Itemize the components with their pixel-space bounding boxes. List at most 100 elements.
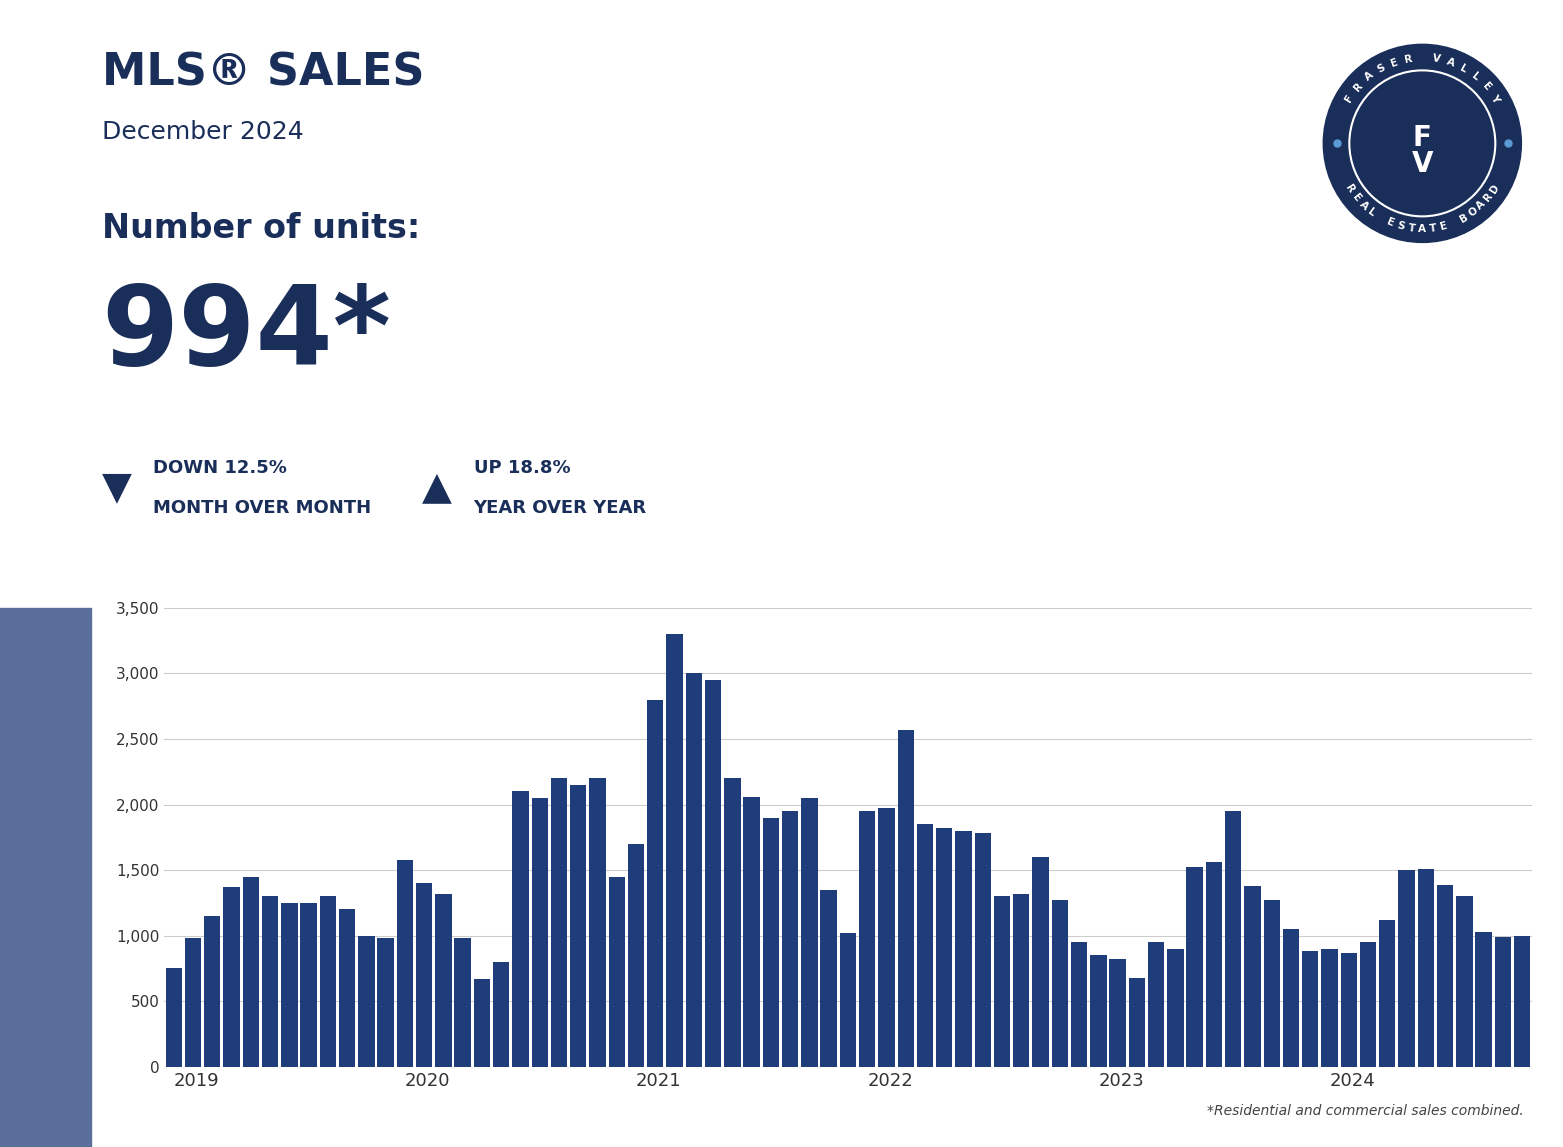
Text: MONTH OVER MONTH: MONTH OVER MONTH — [153, 499, 372, 517]
Bar — [1515, 936, 1530, 1067]
Text: L: L — [1366, 206, 1377, 218]
Bar — [1457, 896, 1472, 1067]
Text: UP 18.8%: UP 18.8% — [474, 459, 570, 477]
Bar — [839, 933, 857, 1067]
Bar — [705, 680, 721, 1067]
Bar — [782, 811, 799, 1067]
Bar — [936, 828, 952, 1067]
Bar — [224, 887, 239, 1067]
Text: DOWN 12.5%: DOWN 12.5% — [153, 459, 288, 477]
Text: T: T — [1407, 223, 1416, 234]
Bar — [320, 896, 336, 1067]
Bar — [821, 890, 836, 1067]
Text: E: E — [1350, 192, 1363, 203]
Bar — [397, 859, 413, 1067]
Bar — [435, 894, 452, 1067]
Bar — [1379, 920, 1396, 1067]
Bar — [377, 938, 394, 1067]
Bar — [1399, 871, 1415, 1067]
Bar — [955, 830, 972, 1067]
Text: R: R — [1352, 80, 1364, 93]
Bar — [242, 876, 259, 1067]
Text: December 2024: December 2024 — [102, 120, 303, 145]
Bar — [1089, 955, 1107, 1067]
Bar — [647, 700, 663, 1067]
Text: E: E — [1385, 217, 1396, 228]
Bar — [860, 811, 875, 1067]
Text: V: V — [1432, 54, 1441, 64]
Bar — [416, 883, 433, 1067]
Bar — [608, 876, 625, 1067]
Bar — [628, 844, 644, 1067]
Text: V: V — [1411, 150, 1433, 178]
Circle shape — [1324, 45, 1521, 242]
Text: A: A — [1418, 224, 1427, 234]
Bar — [1147, 942, 1164, 1067]
Bar — [1341, 953, 1357, 1067]
Text: F: F — [1413, 124, 1432, 153]
Text: B: B — [1458, 212, 1469, 225]
Bar — [550, 779, 567, 1067]
Bar — [570, 785, 586, 1067]
Bar — [975, 834, 991, 1067]
Text: R: R — [1482, 192, 1494, 204]
Bar — [1244, 885, 1261, 1067]
Bar — [1494, 937, 1511, 1067]
Text: E: E — [1480, 80, 1493, 93]
Bar — [455, 938, 470, 1067]
Bar — [994, 896, 1010, 1067]
Bar — [531, 798, 549, 1067]
Bar — [878, 809, 894, 1067]
Text: T: T — [1429, 223, 1438, 234]
Text: F: F — [1344, 93, 1357, 103]
Bar — [1186, 867, 1204, 1067]
Text: A: A — [1357, 200, 1369, 212]
Bar — [1302, 951, 1319, 1067]
Bar — [1071, 942, 1088, 1067]
Bar — [1475, 931, 1491, 1067]
Bar — [358, 936, 375, 1067]
Bar — [281, 903, 297, 1067]
Text: E: E — [1440, 220, 1449, 232]
Bar — [1263, 900, 1280, 1067]
Text: MLS® SALES: MLS® SALES — [102, 52, 424, 94]
Bar — [897, 729, 914, 1067]
Bar — [1225, 811, 1241, 1067]
Text: R: R — [1344, 182, 1357, 195]
Bar — [666, 634, 683, 1067]
Bar — [1321, 949, 1338, 1067]
Text: S: S — [1396, 220, 1405, 232]
Text: Y: Y — [1488, 92, 1500, 104]
Bar — [1033, 857, 1049, 1067]
Bar — [917, 825, 933, 1067]
Bar — [1205, 863, 1222, 1067]
Circle shape — [1318, 39, 1527, 248]
Bar — [1283, 929, 1299, 1067]
Text: L: L — [1458, 63, 1469, 75]
Bar — [339, 910, 355, 1067]
Text: S: S — [1375, 62, 1386, 75]
Text: E: E — [1390, 57, 1399, 69]
Bar — [1360, 942, 1375, 1067]
Text: 994*: 994* — [102, 281, 391, 388]
Bar — [1052, 900, 1068, 1067]
Bar — [166, 968, 181, 1067]
Text: L: L — [1471, 71, 1482, 83]
Bar — [1110, 959, 1125, 1067]
Bar — [763, 818, 778, 1067]
Text: ▲: ▲ — [422, 468, 452, 507]
Text: Number of units:: Number of units: — [102, 212, 420, 245]
Text: YEAR OVER YEAR: YEAR OVER YEAR — [474, 499, 647, 517]
Bar — [474, 978, 491, 1067]
Bar — [184, 938, 202, 1067]
Text: ▼: ▼ — [102, 468, 131, 507]
Text: O: O — [1466, 205, 1479, 219]
Text: A: A — [1475, 200, 1488, 212]
Bar — [300, 903, 317, 1067]
Text: *Residential and commercial sales combined.: *Residential and commercial sales combin… — [1207, 1105, 1524, 1118]
Bar — [724, 779, 741, 1067]
Bar — [1013, 894, 1030, 1067]
Bar — [1418, 868, 1433, 1067]
Bar — [205, 916, 220, 1067]
Bar — [1168, 949, 1183, 1067]
